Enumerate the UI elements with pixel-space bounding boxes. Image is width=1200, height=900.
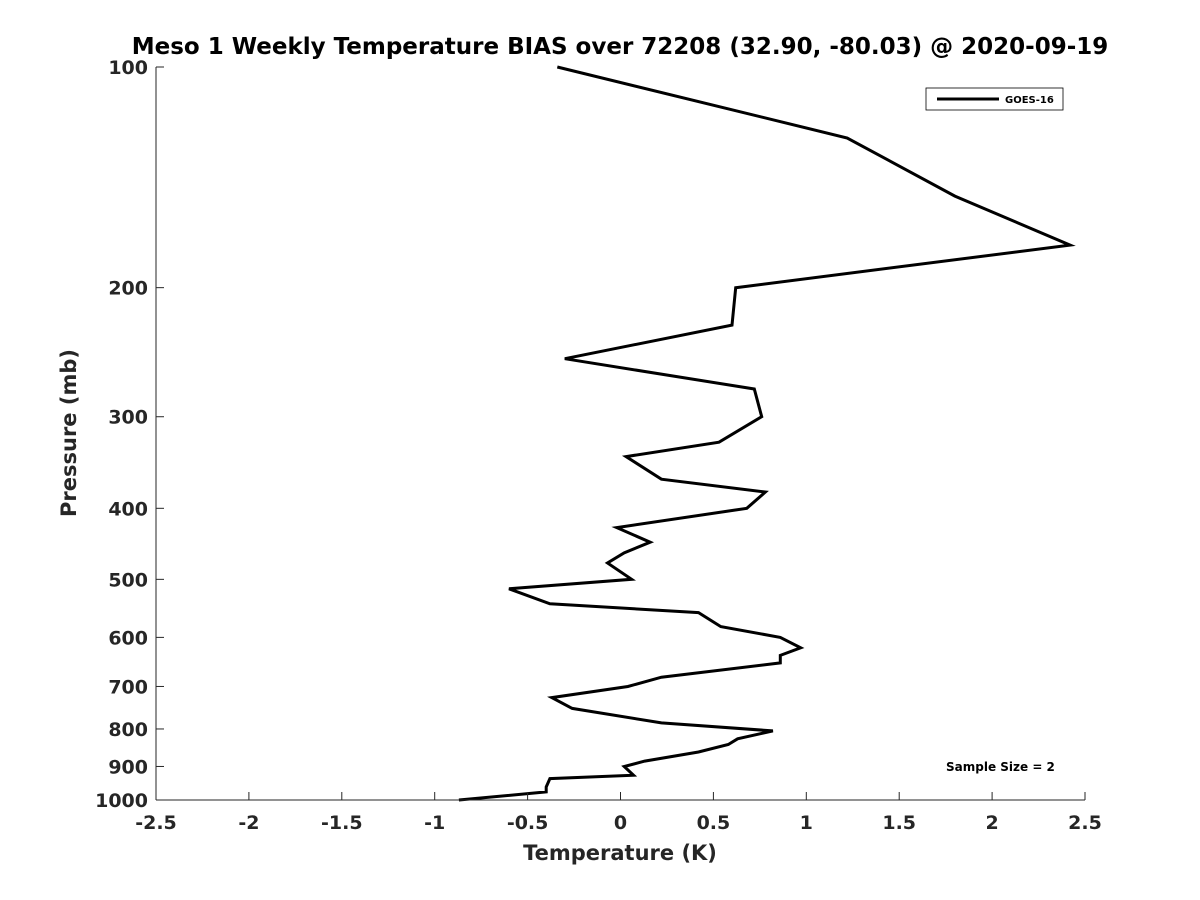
y-tick-label: 200 (108, 278, 148, 300)
x-tick-label: 0.5 (697, 812, 731, 834)
plot-area (156, 67, 1085, 800)
x-axis-ticks: -2.5 -2 -1.5 -1 -0.5 0 0.5 1 1.5 2 2.5 (135, 792, 1102, 834)
y-tick-label: 500 (108, 569, 148, 591)
x-tick-label: -1 (424, 812, 445, 834)
x-tick-label: -0.5 (507, 812, 549, 834)
y-tick-label: 700 (108, 676, 148, 698)
legend: GOES-16 (925, 87, 1064, 111)
y-tick-label: 100 (108, 57, 148, 79)
y-tick-label: 300 (108, 407, 148, 429)
x-tick-label: 1.5 (882, 812, 916, 834)
y-tick-label: 800 (108, 719, 148, 741)
y-tick-label: 600 (108, 627, 148, 649)
y-tick-label: 900 (108, 756, 148, 778)
x-tick-label: 0 (614, 812, 627, 834)
chart-title: Meso 1 Weekly Temperature BIAS over 7220… (132, 34, 1109, 60)
x-tick-label: -2 (238, 812, 259, 834)
plot-line-layer (458, 65, 1076, 802)
y-tick-label: 400 (108, 498, 148, 520)
x-tick-label: 2 (985, 812, 998, 834)
y-axis-ticks: 100 200 300 400 500 600 700 800 900 1000 (95, 57, 164, 812)
x-axis-label: Temperature (K) (523, 841, 717, 865)
x-tick-label: 2.5 (1068, 812, 1102, 834)
x-tick-label: -1.5 (321, 812, 363, 834)
y-tick-label: 1000 (95, 790, 148, 812)
y-axis-label: Pressure (mb) (57, 349, 81, 517)
x-tick-label: 1 (800, 812, 813, 834)
legend-label-goes-16: GOES-16 (1005, 95, 1054, 106)
series-line-goes-16 (458, 65, 1076, 802)
x-tick-label: -2.5 (135, 812, 177, 834)
sample-size-annotation: Sample Size = 2 (946, 760, 1055, 774)
